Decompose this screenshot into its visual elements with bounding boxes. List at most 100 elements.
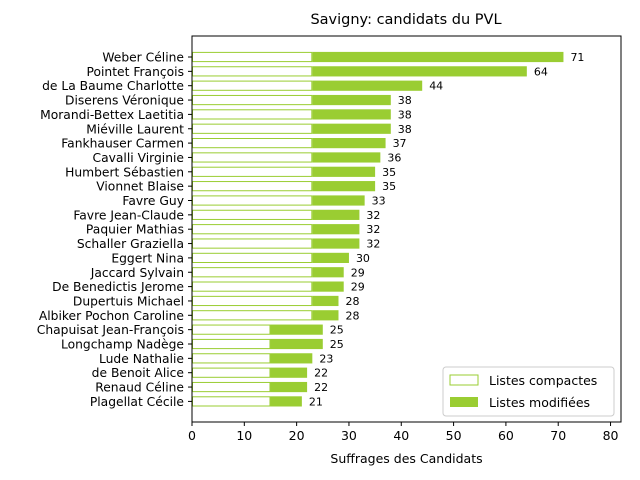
y-tick-label: Morandi-Bettex Laetitia bbox=[40, 108, 184, 122]
bar-modifiees-cat-8 bbox=[312, 166, 376, 177]
y-tick-label: Longchamp Nadège bbox=[61, 338, 184, 352]
legend-swatch-compactes bbox=[449, 374, 479, 386]
value-label: 22 bbox=[314, 381, 328, 394]
y-tick-label: Plagellat Cécile bbox=[90, 395, 184, 409]
x-tick-label: 70 bbox=[550, 428, 566, 443]
y-tick-label: de Benoit Alice bbox=[92, 366, 184, 380]
y-tick-label: Schaller Graziella bbox=[77, 237, 184, 251]
bar-modifiees-cat-13 bbox=[312, 238, 360, 249]
value-label: 32 bbox=[366, 238, 380, 251]
bar-compactes-cat-15 bbox=[192, 267, 313, 278]
x-axis-label: Suffrages des Candidats bbox=[330, 451, 482, 466]
bar-compactes-cat-10 bbox=[192, 195, 313, 206]
bar-modifiees-cat-17 bbox=[312, 295, 339, 307]
y-tick-label: Favre Jean-Claude bbox=[73, 208, 184, 222]
value-label: 25 bbox=[330, 338, 344, 351]
bar-modifiees-cat-16 bbox=[312, 281, 344, 292]
x-tick-label: 0 bbox=[188, 428, 196, 443]
bar-compactes-cat-1 bbox=[192, 66, 313, 77]
value-label: 33 bbox=[372, 195, 386, 208]
y-tick-label: Humbert Sébastien bbox=[65, 165, 184, 179]
bar-compactes-cat-21 bbox=[192, 353, 271, 364]
y-tick-label: Weber Céline bbox=[102, 51, 184, 65]
bar-compactes-cat-5 bbox=[192, 123, 313, 134]
bar-compactes-cat-9 bbox=[192, 181, 313, 192]
bar-compactes-cat-6 bbox=[192, 138, 313, 149]
y-tick-label: Pointet François bbox=[87, 65, 185, 79]
bar-modifiees-cat-4 bbox=[312, 109, 391, 120]
bar-modifiees-cat-21 bbox=[270, 353, 313, 364]
y-tick-label: Albiker Pochon Caroline bbox=[39, 309, 184, 323]
legend: Listes compactes Listes modifiées bbox=[442, 366, 615, 417]
value-labels: 7164443838383736353533323232302929282825… bbox=[309, 51, 585, 408]
bar-modifiees-cat-6 bbox=[312, 138, 386, 149]
bar-modifiees-cat-19 bbox=[270, 324, 323, 335]
bar-modifiees-cat-1 bbox=[312, 66, 527, 77]
bar-compactes-cat-14 bbox=[192, 252, 313, 264]
value-label: 37 bbox=[393, 137, 407, 150]
value-label: 38 bbox=[398, 94, 412, 107]
chart-title: Savigny: candidats du PVL bbox=[310, 12, 501, 28]
value-label: 28 bbox=[345, 295, 359, 308]
bar-compactes-cat-22 bbox=[192, 367, 271, 378]
bar-compactes-cat-16 bbox=[192, 281, 313, 292]
legend-label-compactes: Listes compactes bbox=[489, 373, 597, 388]
bar-compactes-cat-20 bbox=[192, 338, 271, 350]
bar-compactes-cat-18 bbox=[192, 310, 313, 321]
y-tick-label: Chapuisat Jean-François bbox=[37, 323, 184, 337]
y-tick-label: Cavalli Virginie bbox=[93, 151, 185, 165]
bar-modifiees-cat-12 bbox=[312, 224, 360, 235]
value-label: 21 bbox=[309, 395, 323, 408]
bar-modifiees-cat-2 bbox=[312, 80, 423, 91]
value-label: 32 bbox=[366, 223, 380, 236]
y-tick-label: Diserens Véronique bbox=[65, 94, 184, 108]
value-label: 36 bbox=[387, 151, 401, 164]
y-tick-label: de La Baume Charlotte bbox=[42, 79, 184, 93]
y-tick-label: Jaccard Sylvain bbox=[90, 266, 184, 280]
bar-compactes-cat-4 bbox=[192, 109, 313, 120]
x-ticks: 0 10 20 30 40 50 60 70 80 bbox=[188, 422, 619, 443]
value-label: 44 bbox=[429, 80, 443, 93]
bar-modifiees-cat-24 bbox=[270, 396, 302, 407]
bar-modifiees-cat-14 bbox=[312, 252, 349, 263]
y-tick-label: Miéville Laurent bbox=[86, 122, 184, 136]
bar-compactes-cat-12 bbox=[192, 224, 313, 235]
x-tick-label: 60 bbox=[498, 428, 514, 443]
bar-modifiees-cat-11 bbox=[312, 209, 360, 220]
y-tick-label: Vionnet Blaise bbox=[96, 180, 184, 194]
value-label: 22 bbox=[314, 367, 328, 380]
bar-modifiees-cat-3 bbox=[312, 94, 391, 106]
bar-modifiees-cat-22 bbox=[270, 367, 308, 378]
bar-modifiees-cat-9 bbox=[312, 181, 376, 192]
x-tick-label: 30 bbox=[341, 428, 357, 443]
y-tick-label: Fankhauser Carmen bbox=[61, 137, 184, 151]
bar-modifiees-cat-20 bbox=[270, 338, 323, 350]
y-tick-label: Renaud Céline bbox=[95, 381, 184, 395]
bar-compactes-cat-19 bbox=[192, 324, 271, 335]
value-label: 28 bbox=[345, 309, 359, 322]
bar-compactes-cat-7 bbox=[192, 152, 313, 163]
value-label: 35 bbox=[382, 180, 396, 193]
bar-modifiees-cat-23 bbox=[270, 381, 308, 393]
bar-compactes-cat-17 bbox=[192, 295, 313, 307]
bar-compactes-cat-11 bbox=[192, 209, 313, 220]
x-tick-label: 20 bbox=[289, 428, 305, 443]
value-label: 23 bbox=[319, 352, 333, 365]
bar-compactes-cat-24 bbox=[192, 396, 271, 407]
bar-compactes-cat-23 bbox=[192, 381, 271, 393]
value-label: 64 bbox=[534, 65, 548, 78]
legend-box bbox=[442, 366, 615, 417]
legend-swatch-modifiees bbox=[450, 397, 478, 407]
bar-compactes-cat-3 bbox=[192, 94, 313, 106]
legend-label-modifiees: Listes modifiées bbox=[489, 395, 590, 410]
value-label: 29 bbox=[351, 281, 365, 294]
value-label: 35 bbox=[382, 166, 396, 179]
bar-modifiees-cat-0 bbox=[312, 51, 564, 63]
y-tick-label: Lude Nathalie bbox=[99, 352, 184, 366]
value-label: 71 bbox=[570, 51, 584, 64]
bar-modifiees-cat-18 bbox=[312, 310, 339, 321]
bar-modifiees-cat-5 bbox=[312, 123, 391, 134]
bar-compactes-cat-13 bbox=[192, 238, 313, 249]
